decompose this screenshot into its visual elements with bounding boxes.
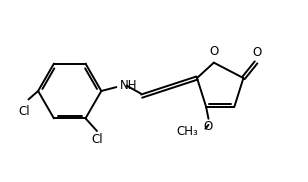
- Text: Cl: Cl: [91, 133, 103, 147]
- Text: NH: NH: [120, 79, 137, 92]
- Text: O: O: [252, 46, 261, 59]
- Text: O: O: [204, 120, 213, 133]
- Text: O: O: [209, 45, 218, 58]
- Text: Cl: Cl: [18, 105, 30, 118]
- Text: CH₃: CH₃: [177, 125, 199, 138]
